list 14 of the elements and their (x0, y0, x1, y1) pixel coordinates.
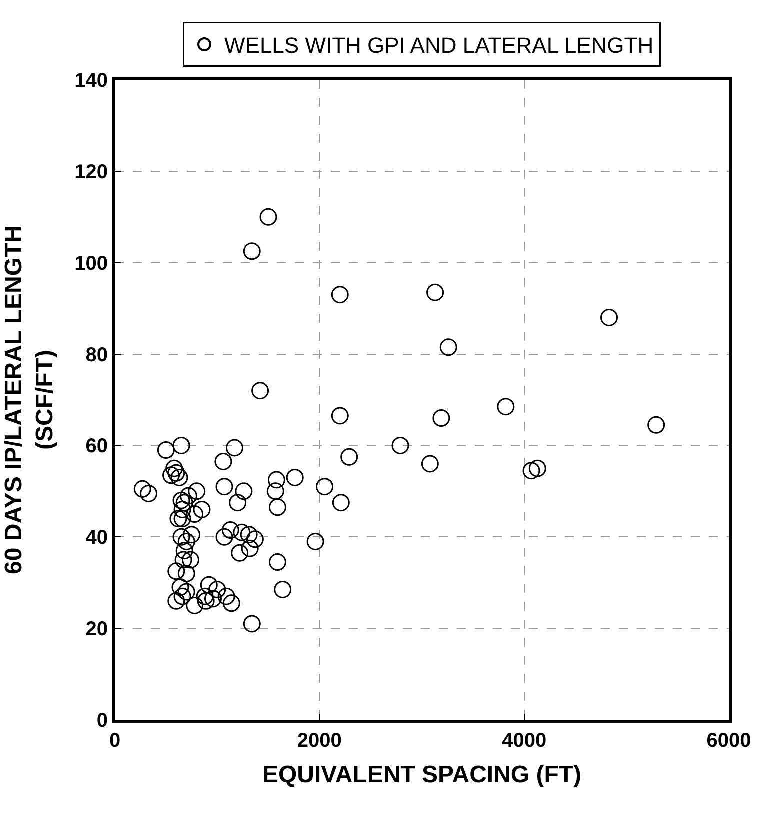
y-tick-label: 20 (86, 618, 108, 641)
y-tick-label: 140 (74, 70, 108, 92)
y-tick-label: 120 (74, 161, 108, 184)
x-tick-label: 6000 (706, 730, 752, 752)
y-tick-label: 80 (86, 344, 108, 366)
y-axis-title: 60 DAYS IP/LATERAL LENGTH (SCF/FT) (0, 226, 59, 574)
y-tick-label: 100 (74, 252, 108, 275)
y-tick-label: 40 (86, 527, 108, 550)
x-axis-title: EQUIVALENT SPACING (FT) (262, 761, 582, 788)
legend-label: WELLS WITH GPI AND LATERAL LENGTH (224, 33, 654, 58)
x-tick-label: 4000 (502, 730, 547, 752)
y-tick-label: 60 (86, 436, 108, 458)
x-tick-label: 2000 (297, 730, 342, 752)
y-tick-label: 0 (96, 710, 108, 732)
